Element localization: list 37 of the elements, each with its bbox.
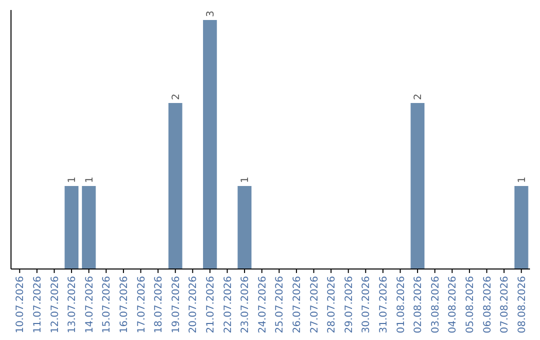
x-tick-label: 18.07.2026	[154, 276, 165, 334]
x-tick-label: 06.08.2026	[482, 276, 494, 334]
x-tick-label: 23.07.2026	[240, 276, 252, 334]
x-tick-label: 22.07.2026	[222, 276, 234, 334]
x-tick-label: 01.08.2026	[396, 276, 407, 334]
x-tick-label: 27.07.2026	[309, 276, 320, 334]
x-tick-label: 17.07.2026	[136, 276, 148, 334]
x-tick-label: 03.08.2026	[430, 276, 442, 334]
x-tick-label: 04.08.2026	[448, 276, 459, 334]
data-label: 1	[84, 176, 96, 183]
data-label: 2	[413, 94, 424, 100]
x-tick-label: 30.07.2026	[361, 276, 372, 334]
x-tick-label: 31.07.2026	[378, 276, 390, 334]
x-tick-label: 08.08.2026	[516, 276, 528, 334]
data-label: 3	[205, 10, 216, 17]
data-label: 1	[67, 176, 78, 183]
x-tick-label: 28.07.2026	[326, 276, 338, 334]
x-tick-label: 25.07.2026	[274, 276, 286, 334]
x-tick-label: 11.07.2026	[32, 276, 44, 334]
x-tick-label: 16.07.2026	[118, 276, 130, 334]
x-tick-label: 26.07.2026	[292, 276, 303, 334]
x-tick-label: 02.08.2026	[413, 276, 424, 334]
x-tick-label: 19.07.2026	[170, 276, 182, 334]
data-label: 1	[240, 176, 252, 183]
x-tick-label: 13.07.2026	[67, 276, 78, 334]
x-tick-label: 20.07.2026	[188, 276, 200, 334]
x-tick-label: 21.07.2026	[205, 276, 216, 334]
x-tick-label: 24.07.2026	[257, 276, 268, 334]
x-tick-label: 10.07.2026	[15, 276, 26, 334]
x-tick-label: 07.08.2026	[500, 276, 511, 334]
x-tick-label: 12.07.2026	[50, 276, 61, 334]
x-tick-label: 14.07.2026	[84, 276, 96, 334]
data-label: 2	[170, 94, 182, 100]
x-tick-label: 29.07.2026	[344, 276, 355, 334]
x-tick-label: 15.07.2026	[102, 276, 113, 334]
x-tick-label: 05.08.2026	[464, 276, 476, 334]
data-label: 1	[516, 176, 528, 183]
